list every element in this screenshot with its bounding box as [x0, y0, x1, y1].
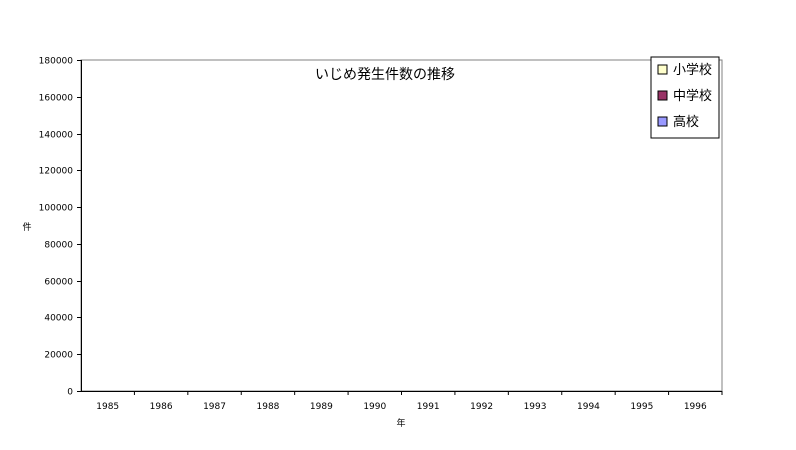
x-tick-label: 1992 — [470, 402, 493, 412]
y-tick-labels: 0 20000 40000 60000 80000 100000 120000 140000 1… — [39, 57, 74, 398]
y-tick-label: 20000 — [44, 351, 73, 361]
x-tick-labels: 1985 1986 1987 1988 1989 1990 1991 1992 1993 1994… — [96, 402, 707, 412]
legend-label: 中学校 — [673, 88, 712, 104]
y-tick-label: 160000 — [39, 94, 74, 104]
x-tick-label: 1993 — [524, 402, 547, 412]
x-tick-label: 1991 — [417, 402, 440, 412]
y-tick-label: 60000 — [44, 278, 73, 288]
x-tick-label: 1994 — [577, 402, 600, 412]
x-tick-label: 1996 — [684, 402, 707, 412]
legend-label: 高校 — [673, 114, 699, 130]
x-tick-label: 1987 — [203, 402, 226, 412]
x-tick-label: 1990 — [363, 402, 386, 412]
legend-swatch — [657, 90, 668, 101]
y-tick-label: 0 — [67, 388, 73, 398]
legend-label: 小学校 — [673, 62, 712, 78]
x-tick-label: 1989 — [310, 402, 333, 412]
y-tick-label: 180000 — [39, 57, 74, 67]
y-tick-label: 140000 — [39, 131, 74, 141]
chart-title: いじめ発生件数の推移 — [315, 67, 455, 83]
x-tick-label: 1995 — [630, 402, 653, 412]
y-tick-label: 100000 — [39, 204, 74, 214]
axes — [77, 59, 723, 395]
y-tick-label: 80000 — [44, 241, 73, 251]
x-tick-label: 1986 — [150, 402, 173, 412]
x-axis-label: 年 — [396, 417, 405, 429]
plot-area — [80, 59, 723, 392]
legend-swatch — [657, 64, 668, 75]
y-tick-label: 120000 — [39, 167, 74, 177]
legend-swatch — [657, 116, 668, 127]
y-axis-label: 件 — [22, 221, 31, 233]
x-tick-label: 1988 — [257, 402, 280, 412]
x-tick-label: 1985 — [96, 402, 119, 412]
y-tick-label: 40000 — [44, 314, 73, 324]
